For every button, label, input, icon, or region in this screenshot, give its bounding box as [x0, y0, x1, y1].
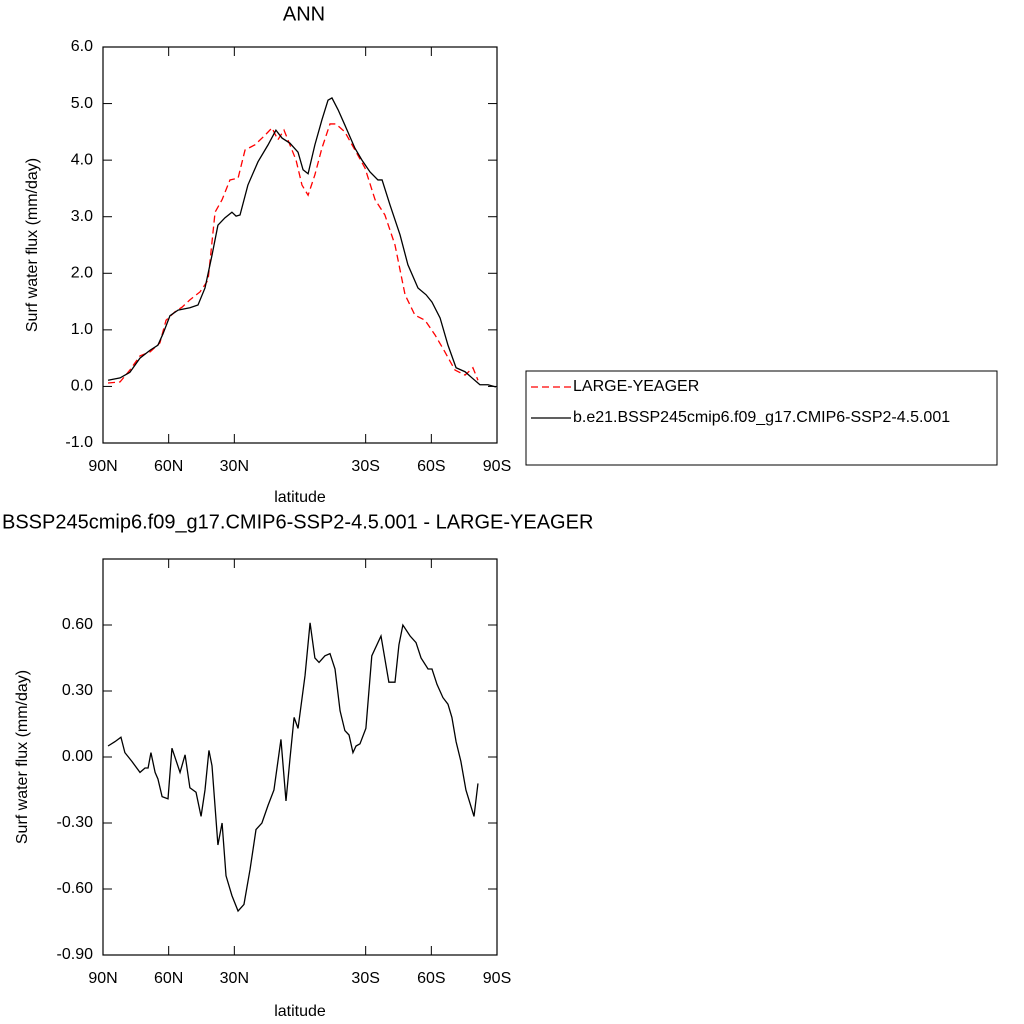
x-tick-label: 30N	[220, 970, 249, 987]
y-axis-label: Surf water flux (mm/day)	[14, 670, 31, 844]
y-tick-label: 2.0	[71, 265, 93, 282]
y-tick-label: -1.0	[65, 434, 93, 451]
y-tick-label: 4.0	[71, 151, 93, 168]
x-tick-label: 90S	[483, 458, 511, 475]
x-tick-label: 90N	[88, 970, 117, 987]
y-axis-label: Surf water flux (mm/day)	[24, 158, 41, 332]
data-line	[107, 97, 497, 388]
x-tick-label: 30N	[220, 458, 249, 475]
y-tick-label: 0.0	[71, 378, 93, 395]
chart-title: BSSP245cmip6.f09_g17.CMIP6-SSP2-4.5.001 …	[2, 511, 593, 533]
y-tick-label: 5.0	[71, 95, 93, 112]
y-tick-label: 6.0	[71, 38, 93, 55]
chart-title: ANN	[283, 3, 325, 25]
x-tick-label: 60S	[417, 970, 445, 987]
y-tick-label: 0.30	[62, 682, 93, 699]
x-tick-label: 30S	[351, 970, 379, 987]
y-tick-label: -0.60	[57, 880, 94, 897]
data-line	[107, 622, 479, 913]
x-tick-label: 90S	[483, 970, 511, 987]
x-tick-label: 30S	[351, 458, 379, 475]
x-axis-label: latitude	[274, 1003, 326, 1020]
plot-frame	[102, 46, 498, 444]
y-tick-label: 0.00	[62, 748, 93, 765]
data-line	[107, 123, 479, 384]
y-tick-label: -0.90	[57, 946, 94, 963]
y-tick-label: 0.60	[62, 616, 93, 633]
y-tick-label: 1.0	[71, 321, 93, 338]
y-tick-label: 3.0	[71, 208, 93, 225]
plot-frame	[102, 558, 498, 956]
legend-label: LARGE-YEAGER	[573, 378, 699, 395]
x-axis-label: latitude	[274, 489, 326, 506]
x-tick-label: 60N	[154, 970, 183, 987]
x-tick-label: 60N	[154, 458, 183, 475]
x-tick-label: 90N	[88, 458, 117, 475]
legend-label: b.e21.BSSP245cmip6.f09_g17.CMIP6-SSP2-4.…	[573, 409, 950, 426]
y-tick-label: -0.30	[57, 814, 94, 831]
legend-box	[525, 370, 998, 466]
x-tick-label: 60S	[417, 458, 445, 475]
